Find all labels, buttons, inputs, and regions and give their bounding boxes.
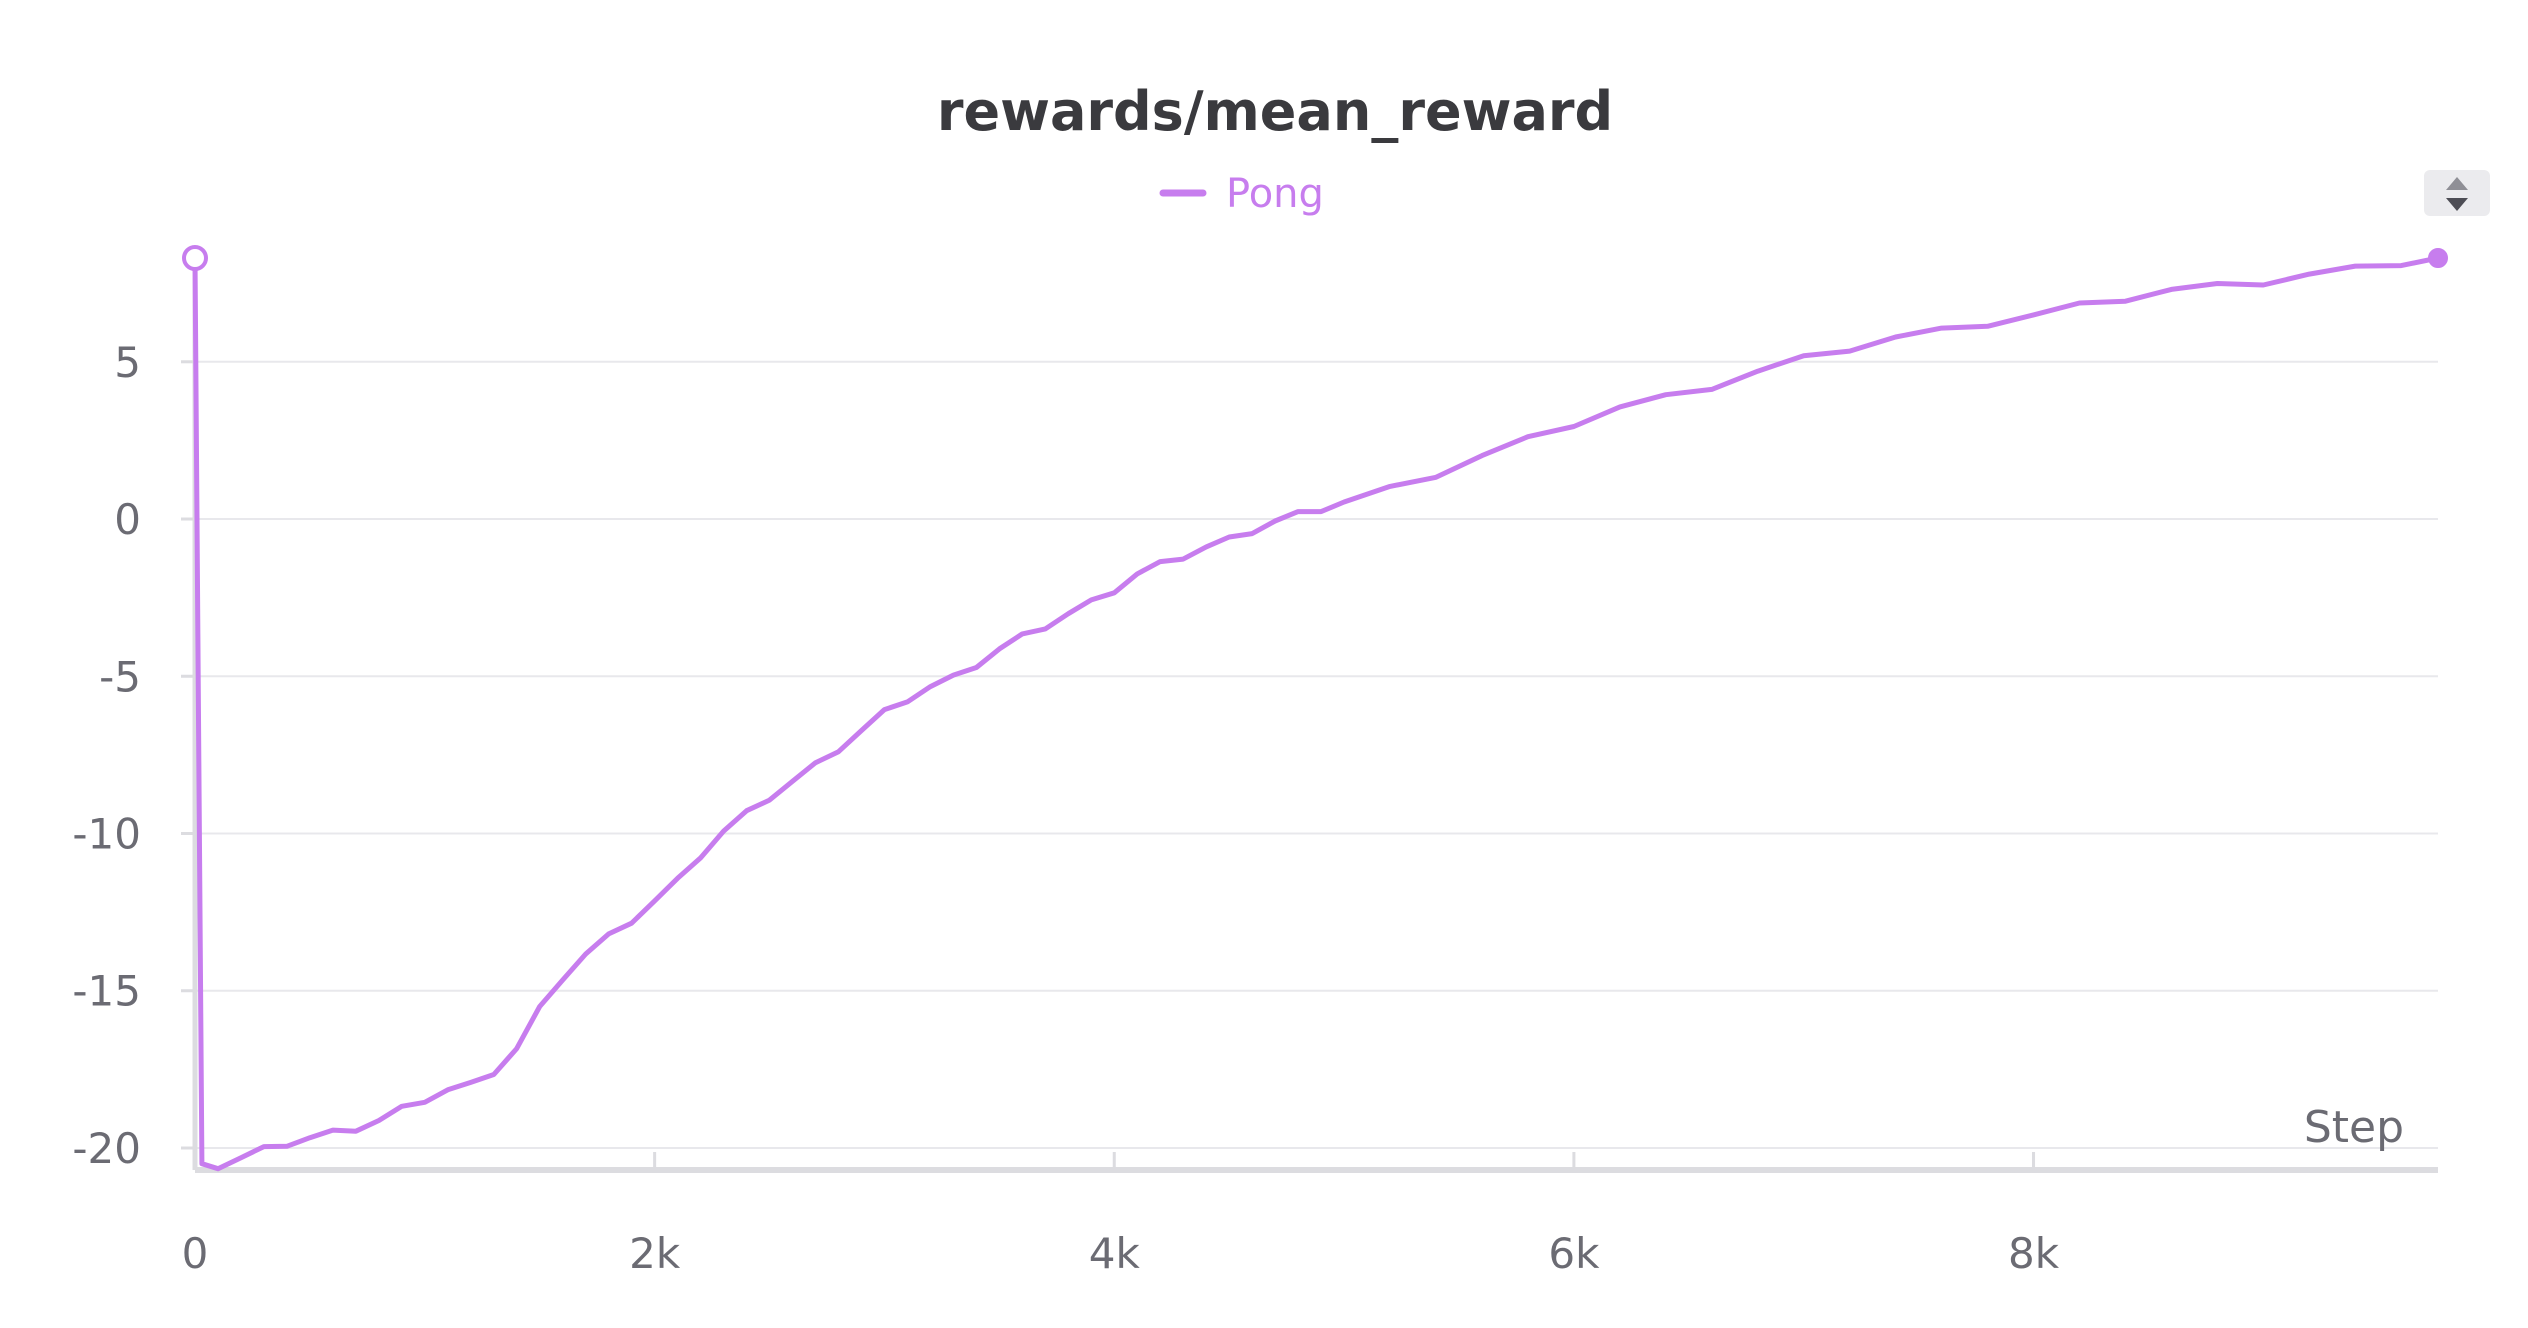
x-tick-label-1: 2k: [629, 1229, 681, 1278]
series-line-pong: [192, 255, 2441, 1172]
y-tick-label-4: -15: [72, 967, 141, 1016]
chart-title: rewards/mean_reward: [937, 80, 1613, 143]
x-tick-label-4: 8k: [2008, 1229, 2060, 1278]
x-tick-label-3: 6k: [1548, 1229, 1600, 1278]
legend[interactable]: Pong: [1159, 171, 1324, 217]
x-tick-label-2: 4k: [1089, 1229, 1141, 1278]
x-axis-label: Step: [2304, 1102, 2404, 1153]
y-tick-label-0: 5: [114, 338, 141, 387]
y-tick-label-1: 0: [114, 495, 141, 544]
legend-scroll-background: [2424, 170, 2490, 216]
x-tick-label-0: 0: [182, 1229, 209, 1278]
legend-label-pong: Pong: [1226, 171, 1324, 217]
scroll-up-icon[interactable]: [2446, 177, 2468, 190]
y-tick-label-5: -20: [72, 1124, 141, 1173]
y-tick-label-3: -10: [72, 810, 141, 859]
y-axis: 5 0 -5 -10 -15 -20: [72, 258, 198, 1173]
scroll-down-icon[interactable]: [2446, 198, 2468, 211]
gridlines: [195, 360, 2438, 1149]
series-start-point[interactable]: [182, 245, 208, 271]
legend-scroll-control[interactable]: [2424, 170, 2490, 216]
series-end-point[interactable]: [2428, 248, 2448, 268]
y-tick-label-2: -5: [99, 652, 141, 701]
x-axis: 0 2k 4k 6k 8k: [182, 1152, 2438, 1278]
plot-area: [182, 245, 2448, 1172]
